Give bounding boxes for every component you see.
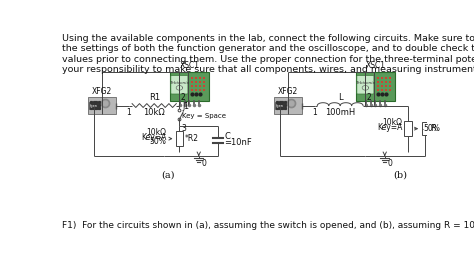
Text: 1: 1 [312,108,317,117]
Text: 2: 2 [367,93,372,103]
Text: 10kΩ: 10kΩ [146,128,166,137]
FancyBboxPatch shape [171,76,188,94]
Bar [377,77,379,79]
Text: J1: J1 [182,102,190,111]
Text: fgen: fgen [276,104,284,107]
Text: 0: 0 [201,159,206,168]
Text: Key = Space: Key = Space [182,113,227,119]
Text: *R2: *R2 [185,134,199,143]
Bar [191,85,193,87]
Bar [170,72,209,101]
Text: 10kΩ: 10kΩ [143,108,165,117]
Bar [191,89,193,91]
Bar [381,81,383,83]
Bar [389,89,391,91]
Bar [202,77,205,79]
Bar [199,77,201,79]
Bar [191,77,193,79]
Text: 100mH: 100mH [325,108,356,117]
Bar [195,77,197,79]
Bar [377,89,379,91]
Text: XSC1: XSC1 [180,61,200,70]
Bar [389,81,391,83]
Bar [175,131,183,146]
Text: your responsibility to make sure that all components, wires, and measuring instr: your responsibility to make sure that al… [62,65,474,74]
Bar [202,81,205,83]
Text: XFG2: XFG2 [278,87,298,96]
Bar [274,97,302,114]
Bar [88,97,116,114]
Bar [422,123,428,135]
Bar [202,89,205,91]
Bar [377,81,379,83]
Bar [385,89,387,91]
Text: 10kΩ: 10kΩ [383,118,402,127]
Text: 0: 0 [387,159,392,168]
Text: (b): (b) [393,171,407,180]
Bar [381,85,383,87]
Bar [389,77,391,79]
Text: R1: R1 [149,93,160,103]
Bar [385,85,387,87]
Text: C: C [224,132,230,141]
Bar [202,85,205,87]
Bar [191,81,193,83]
Bar [381,89,383,91]
Bar [275,102,285,109]
Bar [356,72,395,101]
Text: Tektronix: Tektronix [169,81,190,85]
Text: 50%: 50% [423,124,440,133]
Bar [385,81,387,83]
Text: 50%: 50% [149,137,166,146]
Text: Key=A: Key=A [377,123,402,131]
Bar [195,89,197,91]
Bar [199,85,201,87]
Text: 3: 3 [181,124,186,133]
Bar [195,81,197,83]
Bar [381,77,383,79]
Text: Key=A: Key=A [141,133,166,142]
Text: 1: 1 [126,108,131,117]
Bar [404,121,412,136]
Text: Using the available components in the lab, connect the following circuits. Make : Using the available components in the la… [62,34,474,43]
Text: =10nF: =10nF [224,139,252,147]
FancyBboxPatch shape [357,76,374,94]
Text: fgen: fgen [90,104,98,107]
Text: L: L [338,93,343,103]
Text: 2: 2 [181,93,186,103]
Text: the settings of both the function generator and the oscilloscope, and to double : the settings of both the function genera… [62,44,474,53]
Bar [195,85,197,87]
Text: Tektronix: Tektronix [356,81,375,85]
Text: (a): (a) [161,171,174,180]
Bar [377,85,379,87]
Text: XSC1: XSC1 [365,61,385,70]
Bar [385,77,387,79]
Bar [199,89,201,91]
Bar [90,102,99,109]
Bar [389,85,391,87]
Bar [199,81,201,83]
Text: XFG2: XFG2 [92,87,112,96]
Text: values prior to connecting them. Use the proper connection for the three-termina: values prior to connecting them. Use the… [62,55,474,64]
Text: R: R [430,124,436,133]
Text: F1)  For the circuits shown in (a), assuming the switch is opened, and (b), assu: F1) For the circuits shown in (a), assum… [62,221,474,230]
